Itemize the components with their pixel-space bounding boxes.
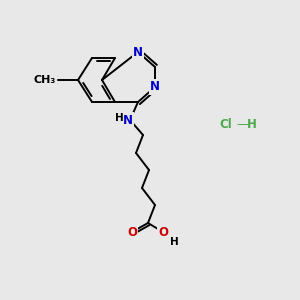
Text: N: N <box>133 46 143 59</box>
Text: H: H <box>169 237 178 247</box>
Text: N: N <box>123 113 133 127</box>
Text: H: H <box>247 118 257 131</box>
Text: O: O <box>127 226 137 238</box>
Text: Cl: Cl <box>220 118 232 131</box>
Text: O: O <box>158 226 168 238</box>
Text: —: — <box>236 118 248 131</box>
Text: CH₃: CH₃ <box>34 75 56 85</box>
Text: H: H <box>115 113 123 123</box>
Text: N: N <box>150 80 160 94</box>
